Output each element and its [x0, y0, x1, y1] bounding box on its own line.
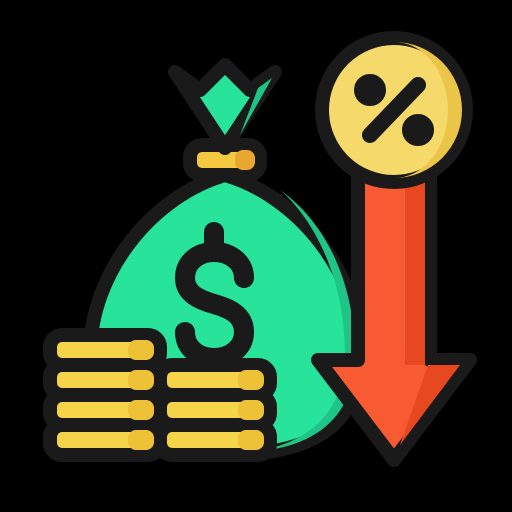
percent-badge-icon — [322, 38, 466, 182]
icon-svg — [0, 0, 512, 512]
finance-decrease-icon — [0, 0, 512, 512]
dollar-sign-icon — [185, 232, 244, 378]
